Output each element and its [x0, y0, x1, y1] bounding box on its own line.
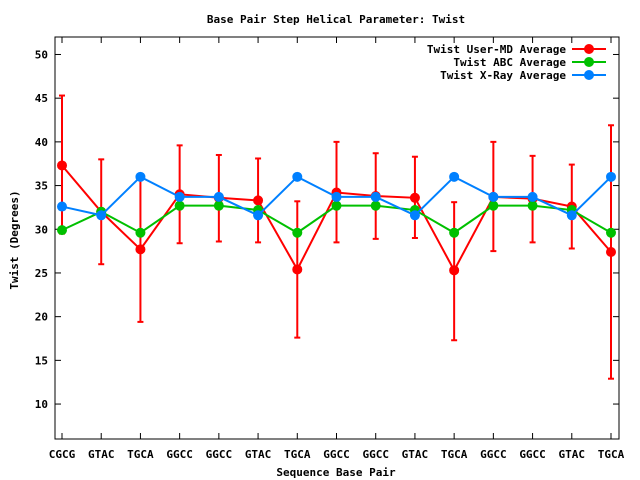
- data-point-series-3: [370, 191, 381, 202]
- data-point-series-2: [370, 200, 381, 211]
- data-point-series-1: [253, 195, 264, 206]
- y-tick-label: 20: [35, 311, 48, 324]
- y-tick-label: 50: [35, 48, 48, 61]
- data-point-series-3: [57, 201, 67, 212]
- x-tick-label: GTAC: [559, 448, 586, 461]
- x-tick-label: GGCC: [519, 448, 546, 461]
- data-point-series-3: [527, 191, 538, 202]
- x-tick-label: GGCC: [480, 448, 507, 461]
- legend-label-3: Twist X-Ray Average: [440, 69, 566, 82]
- data-point-series-3: [96, 210, 107, 221]
- data-point-series-1: [57, 160, 67, 171]
- legend-marker-3: [584, 70, 594, 80]
- x-tick-label: GGCC: [323, 448, 350, 461]
- y-tick-label: 15: [35, 354, 48, 367]
- x-tick-label: TGCA: [598, 448, 625, 461]
- x-tick-label: GTAC: [245, 448, 272, 461]
- x-tick-label: GTAC: [88, 448, 115, 461]
- data-point-series-3: [174, 191, 185, 202]
- x-tick-label: CGCG: [49, 448, 76, 461]
- x-tick-label: GGCC: [166, 448, 193, 461]
- data-point-series-2: [213, 200, 224, 211]
- data-point-series-1: [606, 246, 616, 257]
- x-tick-label: GTAC: [402, 448, 429, 461]
- x-tick-label: GGCC: [362, 448, 389, 461]
- y-tick-label: 35: [35, 180, 48, 193]
- data-point-series-2: [135, 227, 146, 238]
- legend-marker-1: [584, 44, 594, 54]
- data-point-series-3: [331, 191, 342, 202]
- data-point-series-2: [606, 227, 616, 238]
- data-point-series-2: [527, 200, 538, 211]
- data-point-series-3: [606, 171, 616, 182]
- y-tick-label: 40: [35, 136, 48, 149]
- data-point-series-2: [331, 200, 342, 211]
- legend-label-1: Twist User-MD Average: [427, 43, 566, 56]
- data-point-series-3: [292, 171, 303, 182]
- x-tick-label: GGCC: [206, 448, 233, 461]
- data-point-series-3: [409, 210, 420, 221]
- y-tick-label: 45: [35, 92, 48, 105]
- y-tick-label: 30: [35, 223, 48, 236]
- y-tick-label: 10: [35, 398, 48, 411]
- data-point-series-2: [292, 227, 303, 238]
- legend-label-2: Twist ABC Average: [453, 56, 566, 69]
- data-point-series-1: [409, 192, 420, 203]
- data-point-series-3: [566, 210, 577, 221]
- data-point-series-1: [135, 244, 146, 255]
- legend-marker-2: [584, 57, 594, 67]
- x-axis: CGCG GTAC TGCA GGCC GGCC GTAC TGCA GGCC GGCC GTAC…: [49, 37, 625, 461]
- data-point-series-1: [292, 264, 303, 275]
- x-tick-label: TGCA: [127, 448, 154, 461]
- data-point-series-3: [213, 191, 224, 202]
- y-axis-label: Twist (Degrees): [8, 190, 21, 289]
- data-point-series-3: [449, 171, 460, 182]
- data-point-series-1: [449, 265, 460, 276]
- y-axis: 10 15 20 25 30 35 40 45 50: [35, 48, 619, 411]
- data-point-series-2: [449, 227, 460, 238]
- x-tick-label: TGCA: [441, 448, 468, 461]
- chart-title: Base Pair Step Helical Parameter: Twist: [207, 13, 465, 26]
- data-point-series-2: [174, 200, 185, 211]
- data-point-series-3: [488, 191, 499, 202]
- data-point-series-2: [57, 225, 67, 236]
- y-tick-label: 25: [35, 267, 48, 280]
- data-point-series-3: [135, 171, 146, 182]
- x-axis-label: Sequence Base Pair: [276, 466, 396, 479]
- series-layer: [57, 160, 616, 276]
- data-point-series-3: [253, 210, 264, 221]
- data-point-series-2: [488, 200, 499, 211]
- x-tick-label: TGCA: [284, 448, 311, 461]
